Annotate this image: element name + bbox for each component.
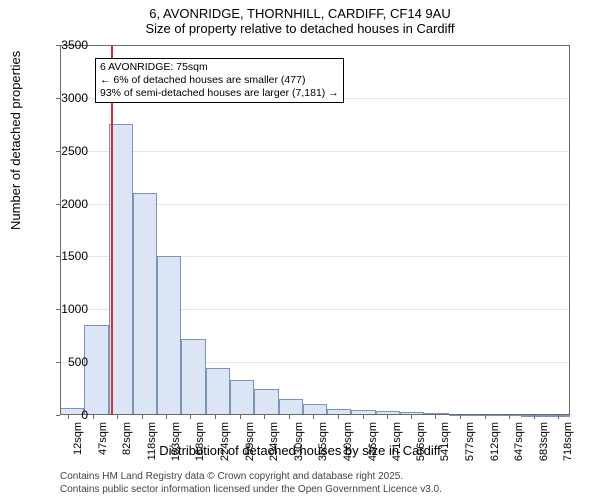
y-tick-label: 2500 — [52, 144, 88, 158]
title-line-2: Size of property relative to detached ho… — [0, 21, 600, 36]
x-tick-mark — [509, 415, 510, 419]
y-tick-label: 0 — [52, 408, 88, 422]
x-tick-mark — [240, 415, 241, 419]
chart-title: 6, AVONRIDGE, THORNHILL, CARDIFF, CF14 9… — [0, 6, 600, 36]
x-tick-mark — [264, 415, 265, 419]
y-tick-label: 3500 — [52, 38, 88, 52]
x-tick-mark — [313, 415, 314, 419]
x-tick-mark — [558, 415, 559, 419]
x-tick-mark — [460, 415, 461, 419]
x-tick-mark — [435, 415, 436, 419]
x-tick-mark — [215, 415, 216, 419]
y-tick-label: 500 — [52, 355, 88, 369]
x-tick-mark — [142, 415, 143, 419]
x-tick-mark — [166, 415, 167, 419]
x-tick-mark — [338, 415, 339, 419]
y-tick-label: 1000 — [52, 302, 88, 316]
x-tick-mark — [289, 415, 290, 419]
chart-container: 6, AVONRIDGE, THORNHILL, CARDIFF, CF14 9… — [0, 0, 600, 500]
x-tick-mark — [68, 415, 69, 419]
y-tick-label: 3000 — [52, 91, 88, 105]
x-axis-label: Distribution of detached houses by size … — [0, 443, 600, 458]
credits: Contains HM Land Registry data © Crown c… — [60, 471, 442, 496]
annotation-line-2: ← 6% of detached houses are smaller (477… — [100, 74, 339, 87]
annotation-box: 6 AVONRIDGE: 75sqm ← 6% of detached hous… — [95, 58, 344, 103]
credits-line-1: Contains HM Land Registry data © Crown c… — [60, 471, 442, 484]
x-tick-mark — [411, 415, 412, 419]
x-tick-mark — [93, 415, 94, 419]
x-tick-mark — [485, 415, 486, 419]
annotation-line-3: 93% of semi-detached houses are larger (… — [100, 87, 339, 100]
y-axis-label: Number of detached properties — [8, 51, 23, 230]
x-tick-mark — [190, 415, 191, 419]
x-tick-mark — [534, 415, 535, 419]
annotation-line-1: 6 AVONRIDGE: 75sqm — [100, 61, 339, 74]
credits-line-2: Contains public sector information licen… — [60, 484, 442, 497]
x-tick-mark — [387, 415, 388, 419]
y-tick-label: 1500 — [52, 249, 88, 263]
x-tick-mark — [117, 415, 118, 419]
x-tick-mark — [363, 415, 364, 419]
y-tick-label: 2000 — [52, 197, 88, 211]
title-line-1: 6, AVONRIDGE, THORNHILL, CARDIFF, CF14 9… — [0, 6, 600, 21]
